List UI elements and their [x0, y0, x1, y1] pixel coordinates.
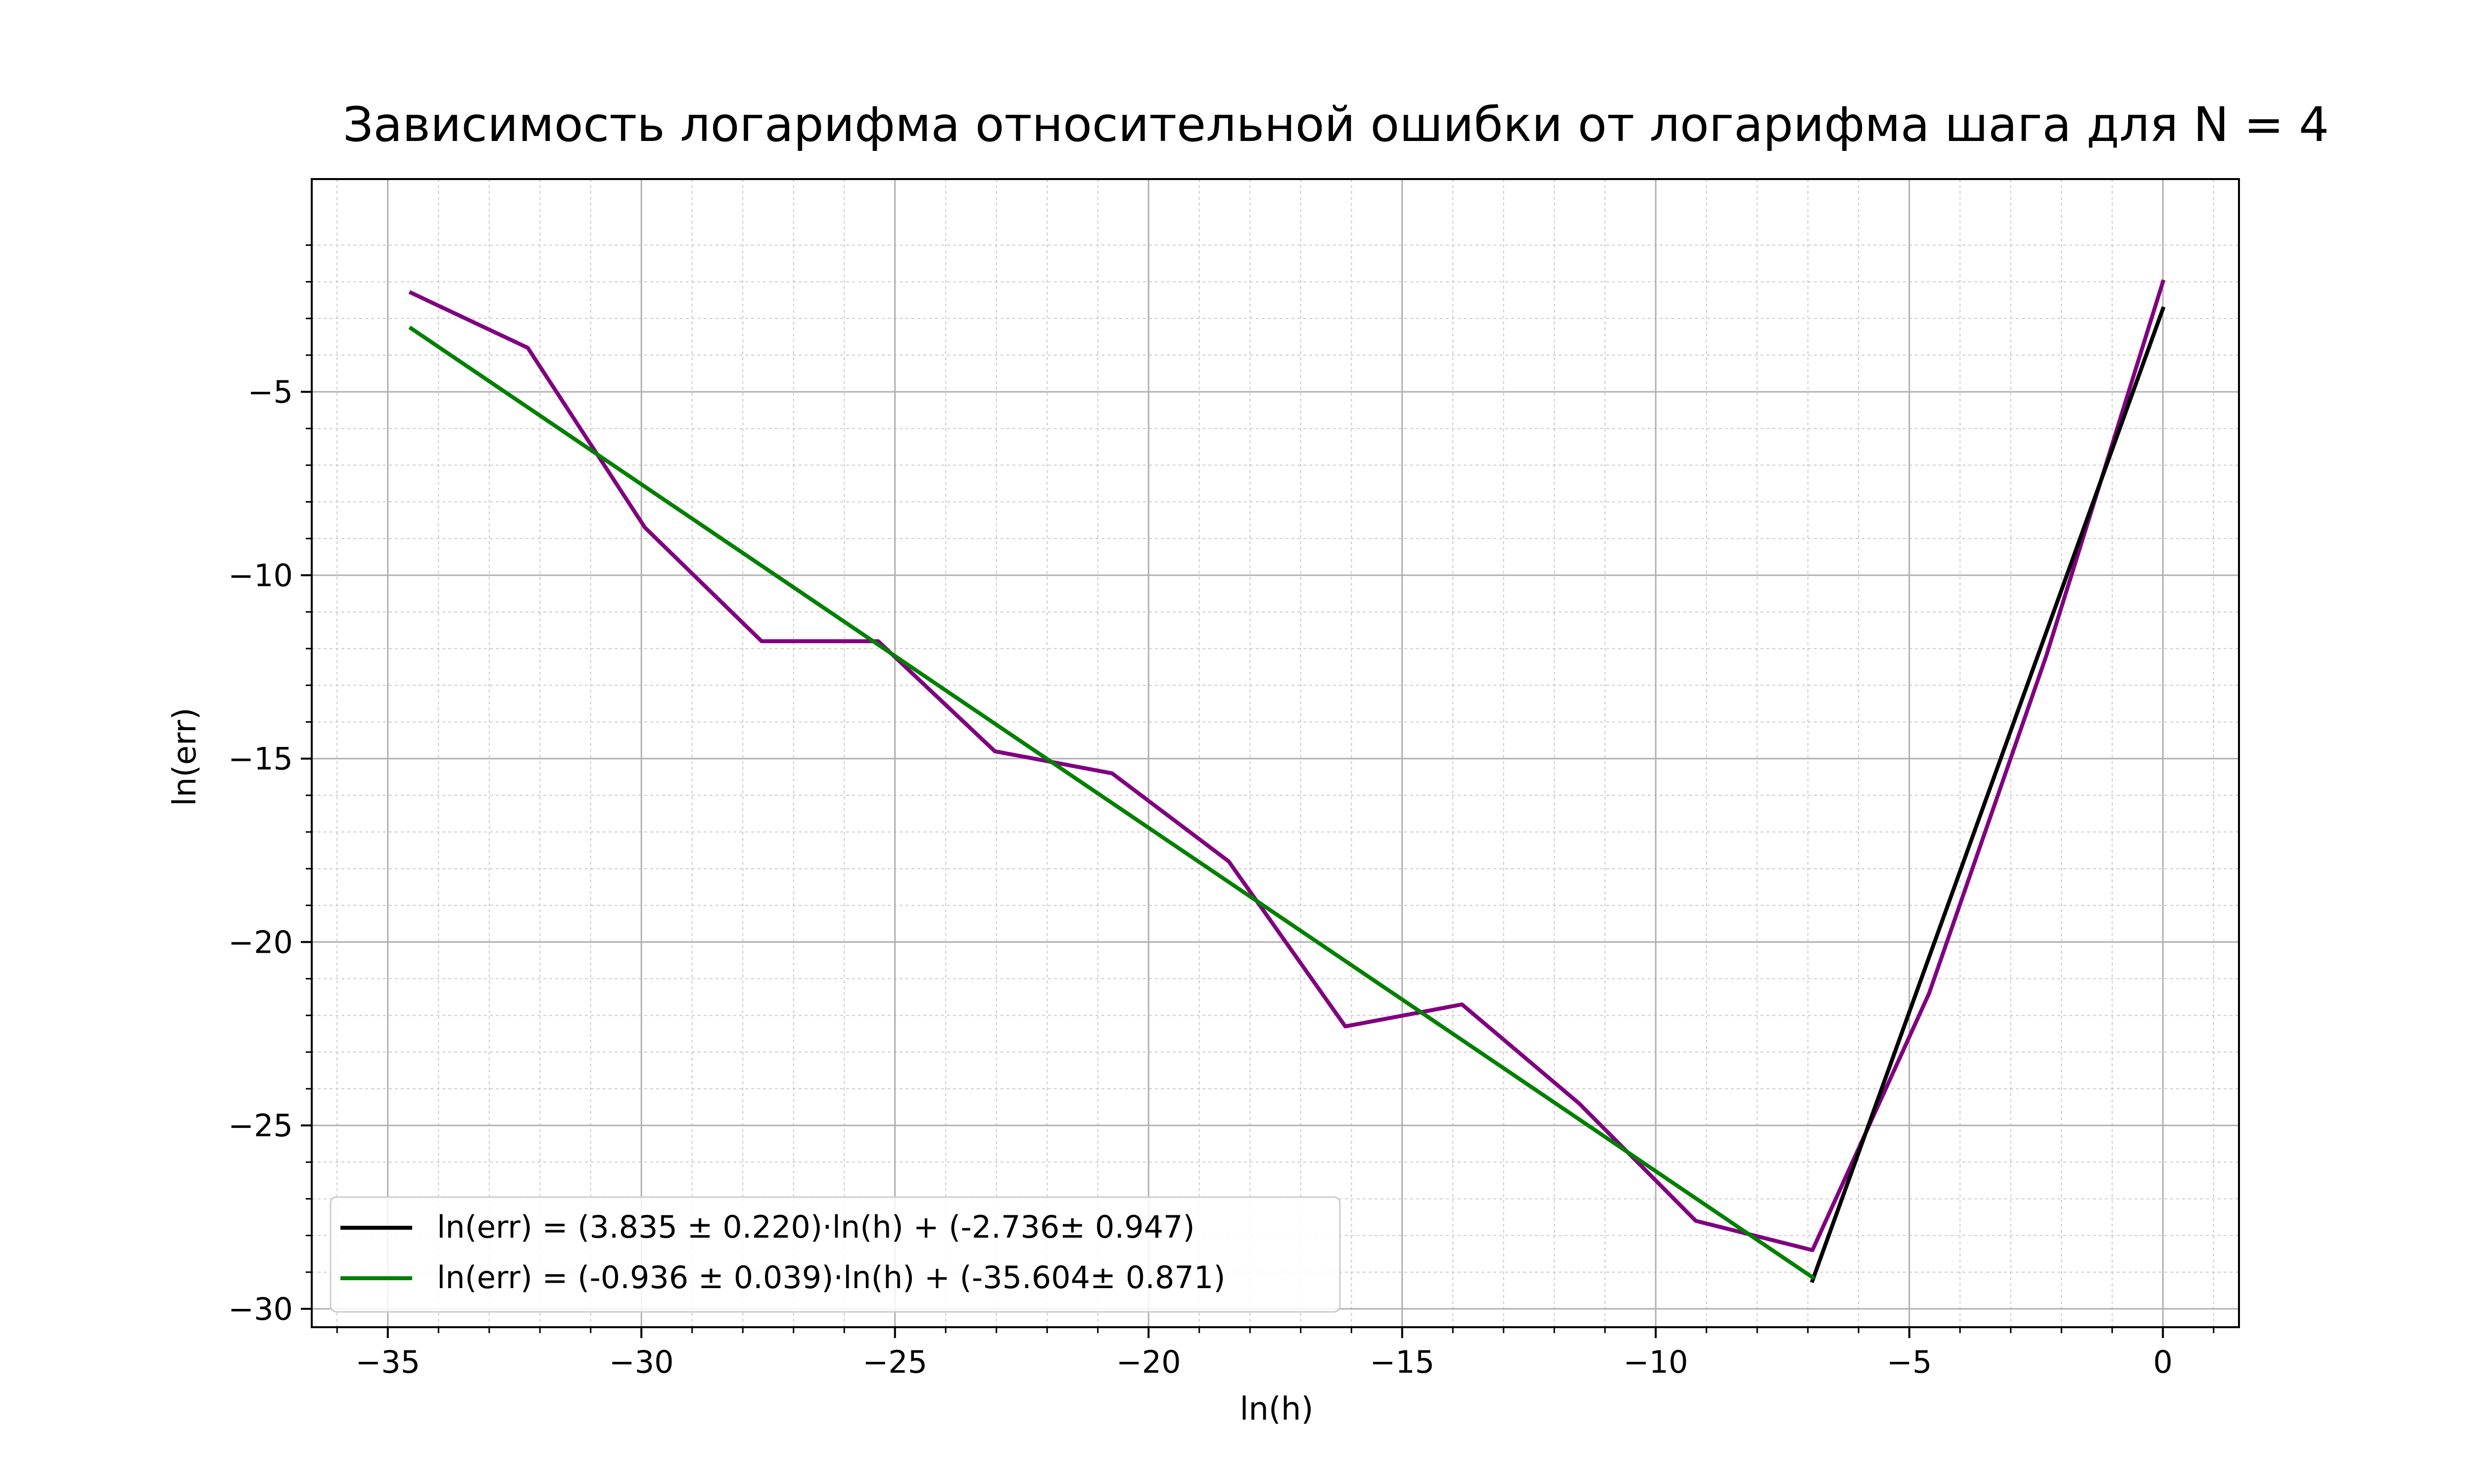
major-gridlines [312, 179, 2239, 1327]
plot-frame [311, 178, 2240, 1328]
y-tick-label: −25 [228, 1108, 293, 1144]
y-tick-label: −15 [228, 741, 293, 777]
minor-gridlines [312, 179, 2239, 1327]
y-tick-label: −5 [248, 374, 293, 410]
series-line-fit2 [408, 325, 1815, 1280]
series-line-fit1 [1809, 306, 2166, 1283]
x-tick-label: −35 [355, 1344, 420, 1380]
series-line-data [408, 279, 2166, 1252]
x-tick-label: 0 [2153, 1344, 2173, 1380]
y-axis: −30 −25 −20 −15 −10 −5 [228, 244, 312, 1327]
y-tick-label: −20 [228, 924, 293, 960]
y-axis-label: ln(err) [167, 707, 203, 806]
series-layer [408, 279, 2166, 1283]
x-tick-label: −30 [609, 1344, 674, 1380]
x-tick-label: −5 [1887, 1344, 1932, 1380]
chart-title: Зависимость логарифма относительной ошиб… [343, 97, 2329, 152]
x-tick-label: −10 [1623, 1344, 1688, 1380]
y-tick-label: −30 [228, 1291, 293, 1327]
x-tick-label: −25 [862, 1344, 927, 1380]
y-tick-label: −10 [228, 557, 293, 594]
legend-label-fit1: ln(err) = (3.835 ± 0.220)·ln(h) + (-2.73… [437, 1209, 1195, 1245]
legend-label-fit2: ln(err) = (-0.936 ± 0.039)·ln(h) + (-35.… [437, 1259, 1226, 1296]
x-tick-label: −20 [1116, 1344, 1181, 1380]
legend-box [330, 1196, 1341, 1313]
legend: ln(err) = (3.835 ± 0.220)·ln(h) + (-2.73… [330, 1196, 1341, 1313]
x-axis: −35 −30 −25 −20 −15 −10 −5 0 [336, 1327, 2215, 1380]
x-axis-label: ln(h) [1240, 1391, 1314, 1428]
x-tick-label: −15 [1370, 1344, 1434, 1380]
